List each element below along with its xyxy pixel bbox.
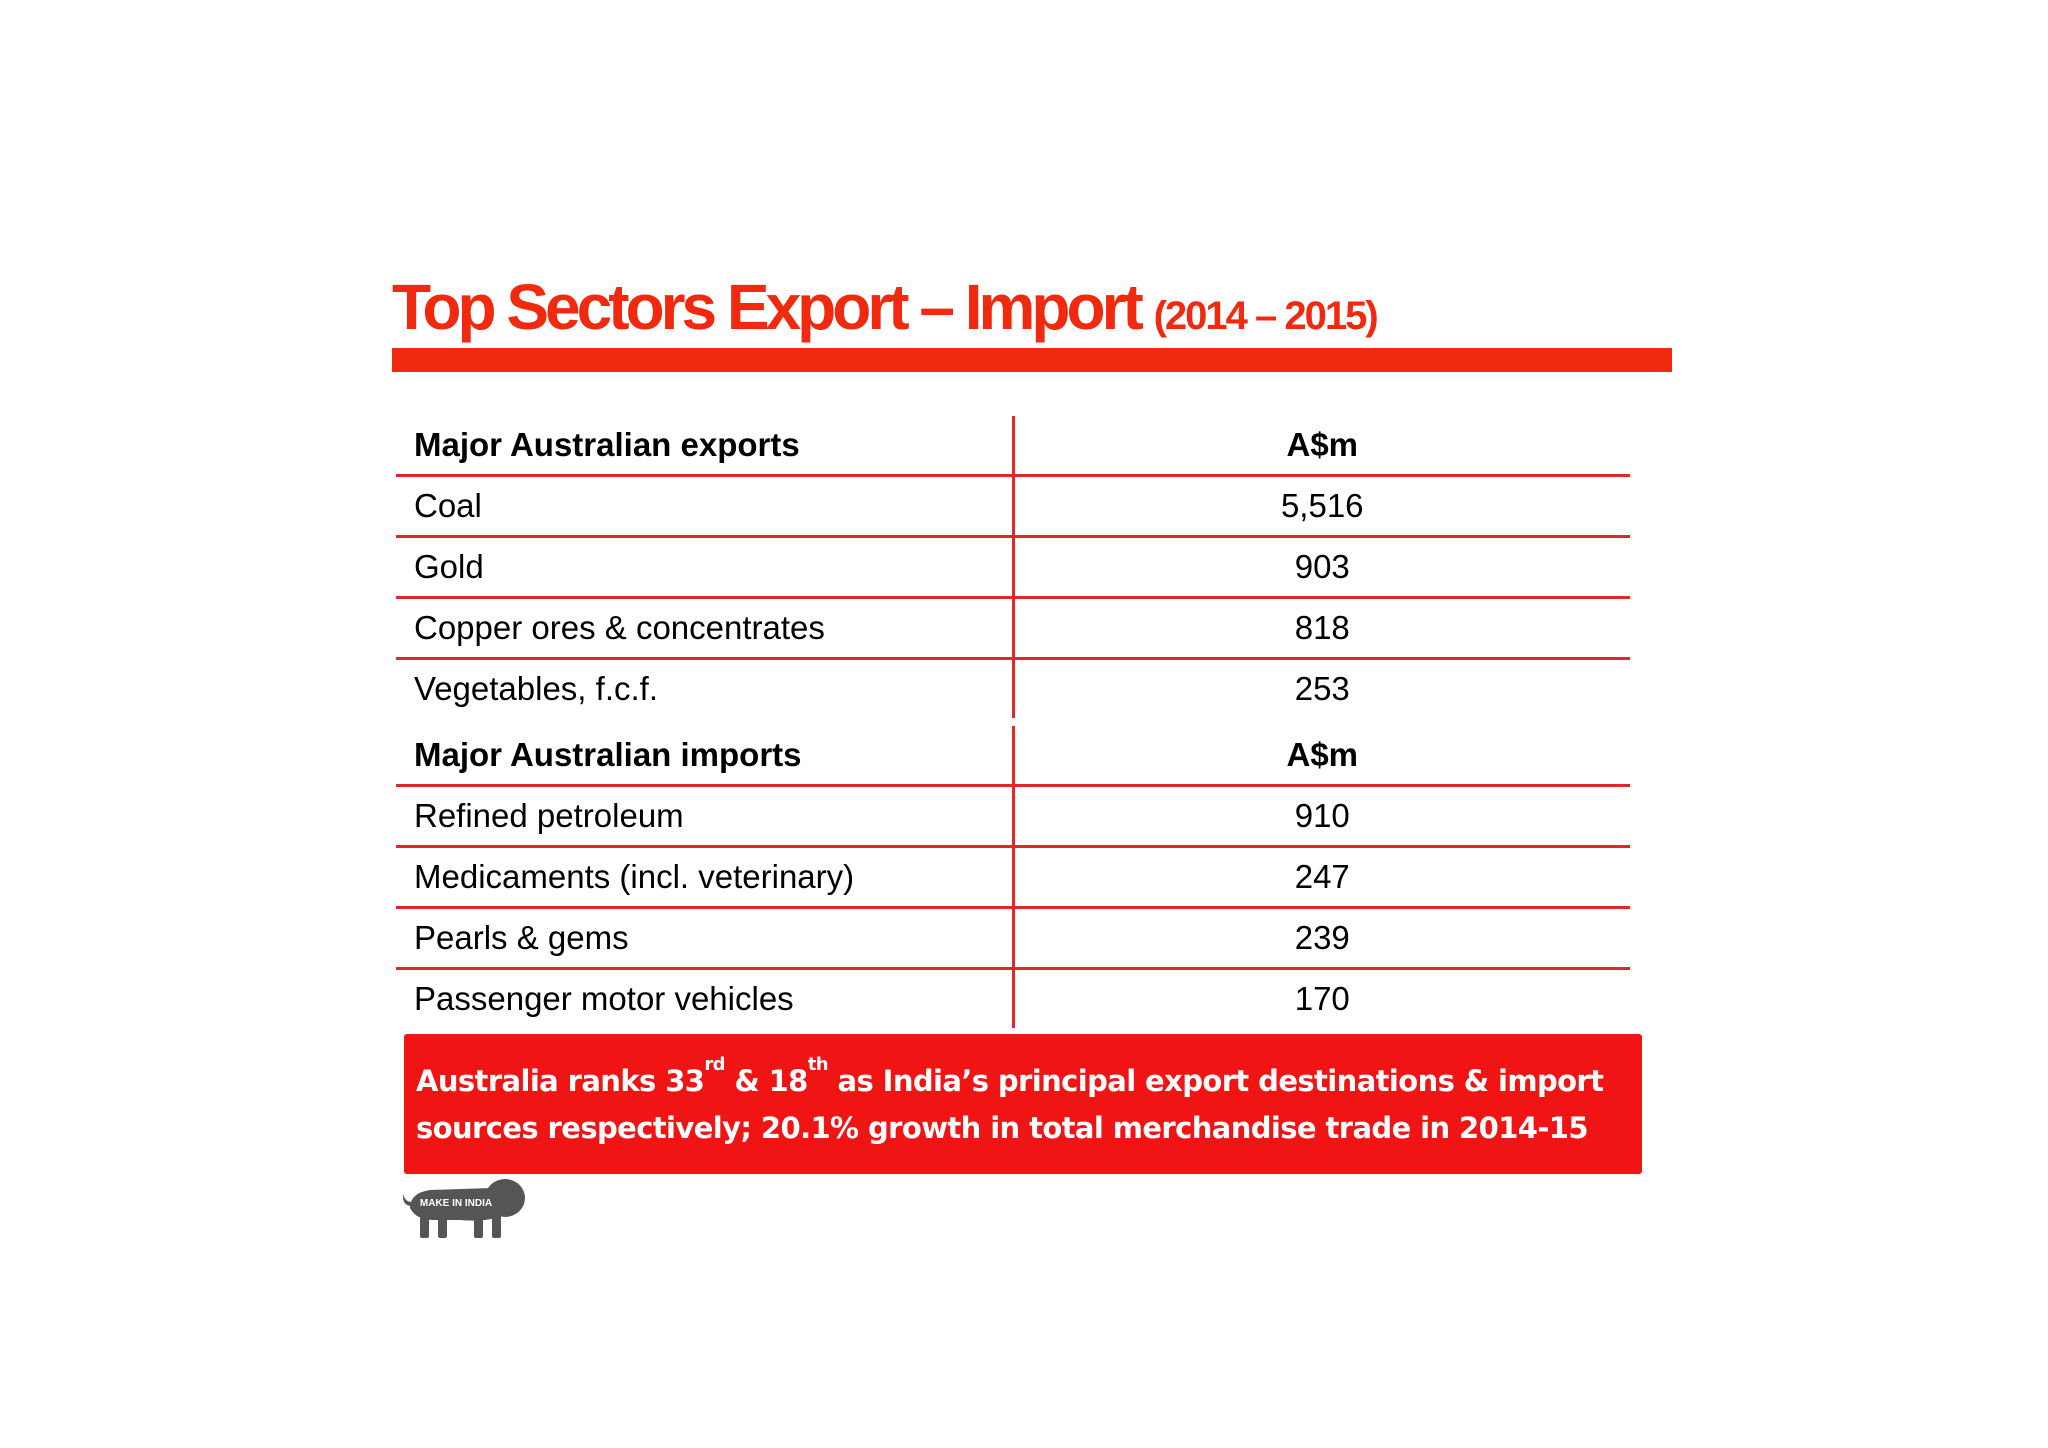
import-value: 247 xyxy=(1013,846,1630,909)
exports-table: Major Australian exports A$m Coal 5,516 … xyxy=(396,416,1630,718)
title-underline-bar xyxy=(392,348,1672,372)
slide-title-main: Top Sectors Export – Import xyxy=(392,271,1144,343)
import-item: Passenger motor vehicles xyxy=(396,968,1015,1028)
make-in-india-logo: MAKE IN INDIA xyxy=(402,1179,525,1238)
imports-header-unit: A$m xyxy=(1013,726,1630,787)
export-value: 253 xyxy=(1294,670,1350,707)
import-item: Pearls & gems xyxy=(396,907,1015,970)
table-row: Vegetables, f.c.f. 253 xyxy=(396,658,1630,718)
callout-line-2: sources respectively; 20.1% growth in to… xyxy=(416,1111,1589,1145)
import-item: Medicaments (incl. veterinary) xyxy=(396,846,1015,909)
table-row: Gold 903 xyxy=(396,536,1630,599)
import-item: Refined petroleum xyxy=(396,785,1015,848)
imports-header-row: Major Australian imports A$m xyxy=(396,726,1630,787)
export-item: Vegetables, f.c.f. xyxy=(396,658,1015,718)
exports-header-row: Major Australian exports A$m xyxy=(396,416,1630,477)
export-item: Gold xyxy=(396,536,1015,599)
export-value: 5,516 xyxy=(1013,475,1630,538)
ordinal-suffix: rd xyxy=(704,1054,725,1075)
table-row: Pearls & gems 239 xyxy=(396,907,1630,970)
table-row: Refined petroleum 910 xyxy=(396,785,1630,848)
table-row: Copper ores & concentrates 818 xyxy=(396,597,1630,660)
table-row: Passenger motor vehicles 170 xyxy=(396,968,1630,1028)
slide-title: Top Sectors Export – Import (2014 – 2015… xyxy=(392,262,1379,361)
import-value: 170 xyxy=(1294,980,1350,1017)
export-item: Copper ores & concentrates xyxy=(396,597,1015,660)
callout-text: Australia ranks 33 xyxy=(416,1064,705,1098)
logo-text: MAKE IN INDIA xyxy=(420,1198,492,1209)
export-value: 818 xyxy=(1013,597,1630,660)
import-value: 910 xyxy=(1013,785,1630,848)
export-item: Coal xyxy=(396,475,1015,538)
slide-title-period: (2014 – 2015) xyxy=(1153,294,1379,338)
imports-header-label: Major Australian imports xyxy=(396,726,1015,787)
callout-text: as India’s principal export destinations… xyxy=(828,1064,1604,1098)
import-value: 239 xyxy=(1013,907,1630,970)
ordinal-suffix: th xyxy=(807,1054,829,1075)
imports-table: Major Australian imports A$m Refined pet… xyxy=(396,726,1630,1028)
table-row: Medicaments (incl. veterinary) 247 xyxy=(396,846,1630,909)
export-value: 903 xyxy=(1013,536,1630,599)
table-row: Coal 5,516 xyxy=(396,475,1630,538)
callout-line-1: Australia ranks 33rd & 18th as India’s p… xyxy=(416,1056,1642,1105)
callout-text: & 18 xyxy=(724,1064,808,1098)
lion-icon xyxy=(402,1179,525,1238)
summary-callout: Australia ranks 33rd & 18th as India’s p… xyxy=(404,1034,1642,1174)
exports-header-label: Major Australian exports xyxy=(396,416,1015,477)
exports-header-unit: A$m xyxy=(1013,416,1630,477)
